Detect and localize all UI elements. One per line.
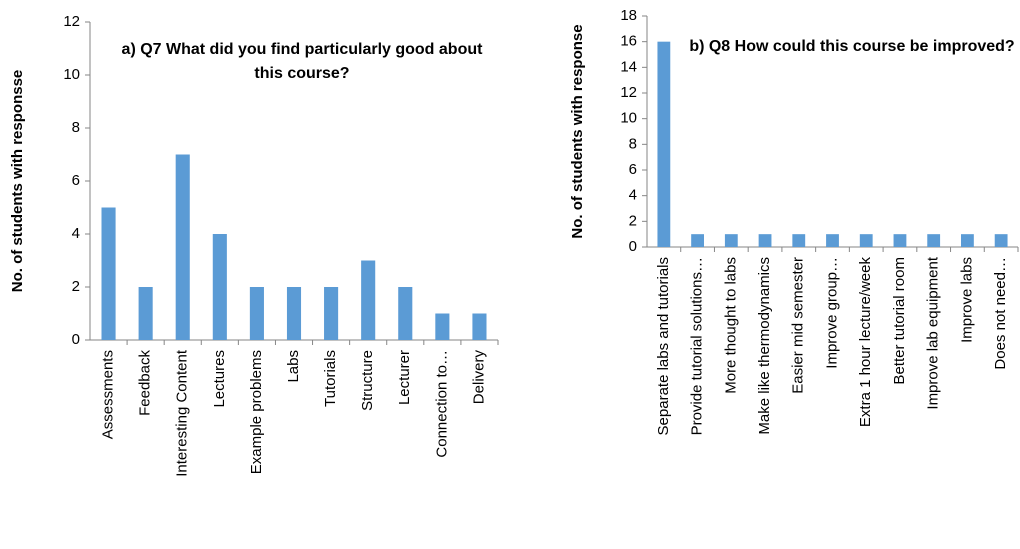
y-tick-label: 6 [629,161,637,178]
x-tick-label: Improve labs [958,257,975,343]
y-tick-label: 4 [72,225,80,242]
bar [138,287,153,340]
x-tick-label: Improve group… [823,257,840,369]
chart-title: a) Q7 What did you find particularly goo… [121,41,483,82]
bar [927,234,941,247]
y-tick-label: 4 [629,187,637,204]
x-tick-label: Tutorials [322,350,339,407]
y-tick-label: 12 [63,13,80,30]
y-tick-label: 6 [72,172,80,189]
y-tick-label: 8 [629,135,637,152]
bar [249,287,264,340]
bar [101,207,116,340]
chart-title: b) Q8 How could this course be improved? [689,38,1015,55]
y-tick-label: 10 [63,66,80,83]
x-tick-label: Lectures [211,350,228,408]
y-tick-label: 18 [620,7,637,24]
x-tick-label: Separate labs and tutorials [655,257,672,435]
x-tick-label: Make like thermodynamics [756,257,773,435]
y-axis-label: No. of students with responsse [9,70,26,293]
x-tick-label: Easier mid semester [790,257,807,394]
bar [435,313,450,340]
x-tick-label: Structure [359,350,376,411]
y-tick-label: 2 [629,212,637,229]
y-tick-label: 12 [620,84,637,101]
x-tick-label: More thought to labs [722,257,739,394]
x-tick-label: Example problems [248,350,265,474]
x-tick-label: Better tutorial room [891,257,908,385]
bar [859,234,873,247]
y-tick-label: 8 [72,119,80,136]
x-tick-label: Labs [285,350,302,383]
y-axis-label: No. of students with response [569,24,586,238]
x-tick-label: Delivery [470,350,487,405]
bar [175,154,190,340]
x-tick-label: Provide tutorial solutions… [689,257,706,435]
bar [893,234,907,247]
bar [724,234,738,247]
bar [361,260,376,340]
bar [472,313,487,340]
bar [212,234,227,340]
y-tick-label: 16 [620,33,637,50]
bar [994,234,1008,247]
x-tick-label: Connection to… [433,350,450,458]
x-tick-label: Lecturer [396,350,413,405]
y-tick-label: 2 [72,278,80,295]
bar [657,41,671,247]
y-tick-label: 10 [620,110,637,127]
x-tick-label: Extra 1 hour lecture/week [857,257,874,428]
y-tick-label: 0 [629,238,637,255]
bar [398,287,413,340]
y-tick-label: 14 [620,58,637,75]
bar [826,234,839,247]
x-tick-label: Assessments [100,350,117,439]
bar [758,234,772,247]
y-tick-label: 0 [72,331,80,348]
bar [324,287,339,340]
bar [286,287,302,340]
x-tick-label: Interesting Content [174,349,191,477]
x-tick-label: Feedback [137,350,154,416]
bar [792,234,806,247]
x-tick-label: Does not need… [992,257,1009,370]
bar [691,234,704,247]
x-tick-label: Improve lab equipment [925,256,942,409]
bar [961,234,974,247]
